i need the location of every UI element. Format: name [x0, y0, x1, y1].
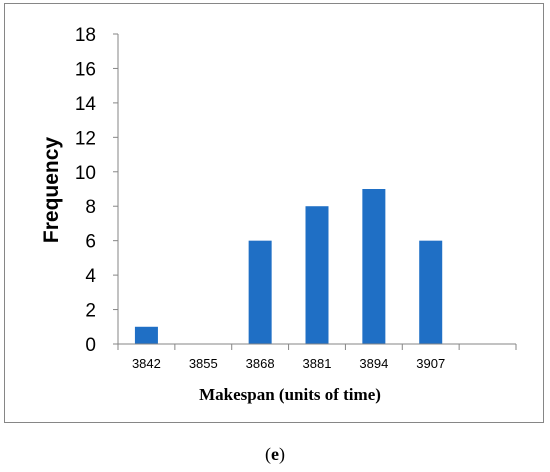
y-tick-label: 4 — [85, 266, 96, 287]
y-tick-label: 2 — [85, 301, 96, 322]
x-tick-label: 3868 — [246, 356, 275, 371]
bar-3894 — [362, 189, 386, 344]
y-tick-label: 8 — [85, 197, 96, 218]
y-tick-label: 12 — [75, 128, 96, 149]
y-tick-label: 16 — [75, 59, 96, 80]
x-tick-label: 3894 — [359, 356, 388, 371]
bar-3868 — [248, 240, 272, 344]
y-tick-label: 14 — [75, 94, 97, 115]
caption-letter: e — [271, 444, 279, 464]
y-tick-label: 10 — [75, 163, 96, 184]
figure-caption: (e) — [0, 444, 550, 465]
x-tick-label: 3907 — [416, 356, 445, 371]
caption-open: ( — [265, 444, 271, 464]
bar-3907 — [419, 240, 443, 344]
y-tick-label: 0 — [85, 335, 96, 356]
x-tick-label: 3842 — [132, 356, 161, 371]
bars — [134, 189, 443, 344]
y-axis-label: Frequency — [40, 137, 63, 244]
y-axis-ticks: 0 2 4 6 8 10 12 14 16 18 — [75, 25, 118, 356]
caption-close: ) — [279, 444, 285, 464]
bar-3842 — [134, 326, 158, 344]
bar-3881 — [305, 206, 329, 344]
x-axis-label: Makespan (units of time) — [199, 385, 381, 404]
x-axis-ticks: 3842 3855 3868 3881 3894 3907 — [117, 344, 517, 371]
y-tick-label: 18 — [75, 25, 96, 46]
x-tick-label: 3855 — [189, 356, 218, 371]
x-tick-label: 3881 — [303, 356, 332, 371]
histogram-chart: 0 2 4 6 8 10 12 14 16 18 3842 3855 3868 3881 3894 3907… — [40, 25, 517, 404]
y-tick-label: 6 — [85, 232, 96, 253]
chart-frame — [4, 3, 544, 423]
